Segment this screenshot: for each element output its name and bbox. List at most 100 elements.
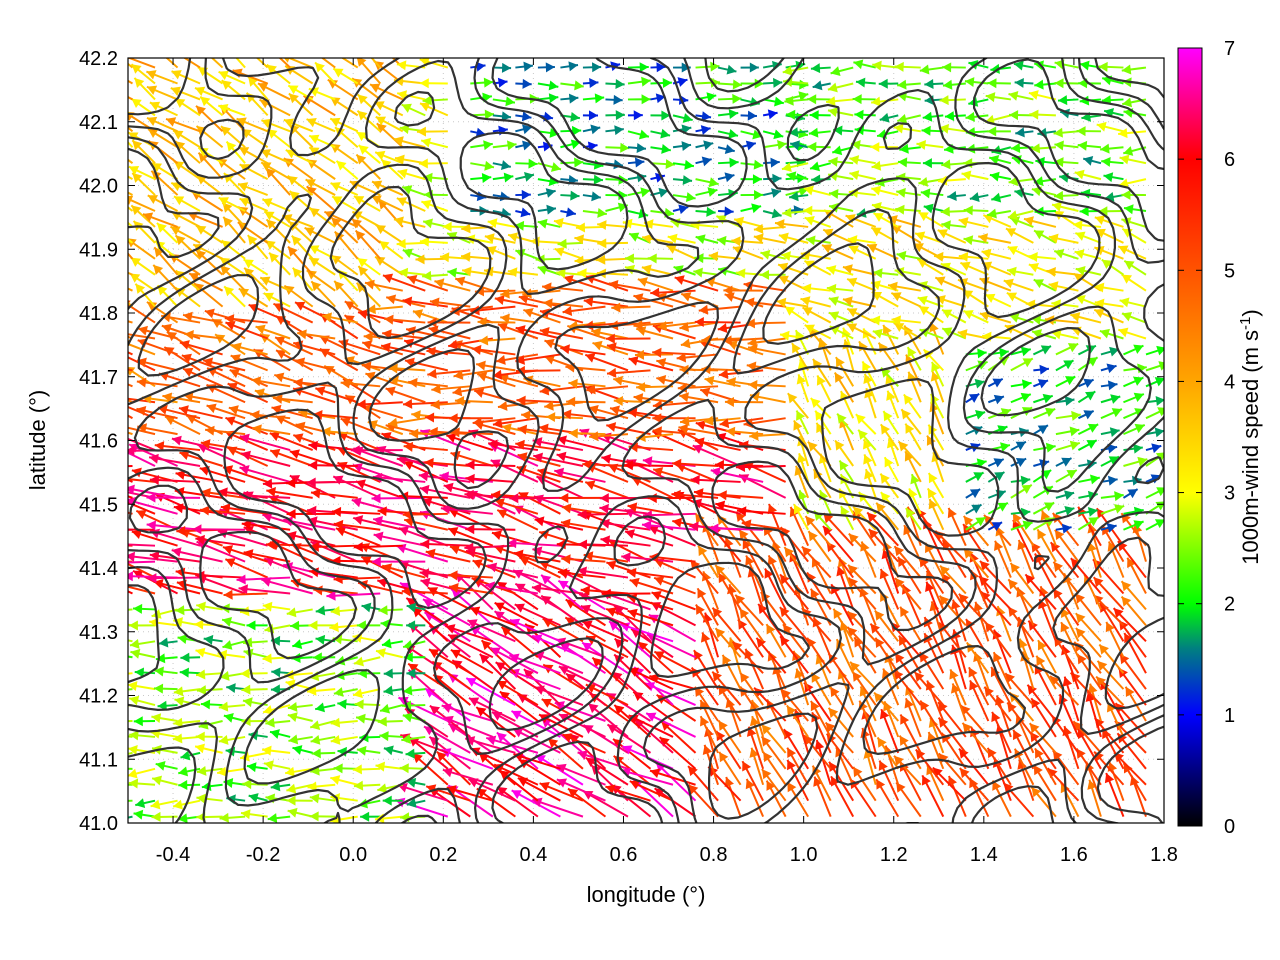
wind-vector bbox=[218, 701, 246, 712]
wind-vector bbox=[286, 795, 313, 806]
x-tick-label: 0.0 bbox=[339, 844, 367, 866]
wind-vector bbox=[760, 723, 787, 754]
wind-vector bbox=[496, 731, 539, 770]
wind-vector bbox=[411, 606, 449, 643]
wind-vector bbox=[564, 616, 606, 643]
wind-vector bbox=[649, 673, 696, 691]
wind-vector bbox=[133, 809, 156, 820]
colorbar-tick-label: 6 bbox=[1224, 149, 1235, 171]
wind-vector bbox=[731, 640, 764, 674]
wind-vector bbox=[412, 752, 449, 786]
wind-vector bbox=[585, 756, 629, 786]
wind-vector bbox=[128, 695, 156, 707]
wind-vector bbox=[874, 609, 900, 642]
wind-vector bbox=[875, 778, 900, 818]
wind-vector bbox=[1098, 643, 1125, 674]
wind-vector bbox=[315, 605, 336, 616]
wind-vector bbox=[645, 712, 696, 738]
wind-vector bbox=[194, 743, 223, 754]
wind-vector bbox=[991, 780, 1012, 818]
wind-vector bbox=[591, 656, 629, 690]
wind-vector bbox=[919, 700, 945, 738]
colorbar-label-close: ) bbox=[1238, 309, 1263, 316]
wind-vector bbox=[475, 706, 516, 738]
x-tick-label: 1.8 bbox=[1150, 844, 1178, 866]
wind-vector bbox=[696, 587, 719, 626]
wind-vector bbox=[287, 712, 313, 722]
wind-vector bbox=[128, 544, 133, 547]
x-tick-label: 0.6 bbox=[610, 844, 638, 866]
wind-vector bbox=[899, 606, 922, 642]
wind-vector bbox=[1116, 732, 1147, 770]
wind-vector bbox=[950, 683, 967, 722]
wind-vector bbox=[904, 697, 922, 738]
wind-vector bbox=[605, 784, 651, 802]
wind-vector bbox=[219, 812, 246, 823]
wind-vector bbox=[130, 648, 156, 659]
wind-vector bbox=[286, 783, 313, 794]
wind-vector bbox=[940, 732, 967, 770]
wind-vector bbox=[587, 702, 629, 738]
wind-vector bbox=[292, 745, 313, 755]
wind-vector bbox=[203, 634, 223, 645]
wind-vector bbox=[1034, 747, 1057, 786]
wind-vector bbox=[135, 798, 156, 809]
wind-vector bbox=[717, 572, 742, 610]
wind-vector bbox=[937, 701, 967, 738]
wind-vector bbox=[217, 766, 246, 777]
wind-vector bbox=[436, 750, 472, 786]
wind-vector bbox=[174, 696, 201, 707]
wind-vector bbox=[567, 787, 607, 818]
wind-vector bbox=[627, 608, 674, 627]
wind-vector bbox=[309, 811, 336, 822]
wind-vector bbox=[265, 717, 291, 728]
wind-vector bbox=[1123, 632, 1147, 674]
wind-vector bbox=[180, 750, 201, 761]
wind-vector bbox=[986, 747, 1012, 786]
wind-vector bbox=[314, 702, 336, 713]
wind-vector bbox=[128, 778, 156, 789]
wind-vector bbox=[406, 602, 426, 613]
wind-vector bbox=[246, 762, 268, 773]
wind-vector bbox=[786, 747, 810, 786]
wind-vector bbox=[873, 691, 900, 722]
wind-vector bbox=[973, 601, 990, 642]
wind-vector bbox=[532, 797, 584, 818]
wind-vector bbox=[180, 652, 201, 663]
wind-vector bbox=[383, 668, 403, 679]
wind-vector bbox=[128, 414, 133, 420]
wind-vector bbox=[511, 710, 561, 738]
wind-vector bbox=[658, 736, 697, 770]
wind-vector bbox=[611, 671, 652, 706]
wind-vector bbox=[128, 620, 156, 631]
wind-vector bbox=[749, 747, 765, 786]
wind-vector bbox=[292, 639, 313, 650]
wind-vector bbox=[969, 679, 990, 722]
wind-vector bbox=[151, 713, 178, 724]
wind-vector bbox=[1030, 697, 1057, 738]
wind-vector bbox=[514, 603, 561, 627]
wind-vector bbox=[695, 604, 719, 642]
y-tick-label: 41.5 bbox=[79, 494, 118, 516]
wind-vector bbox=[128, 767, 156, 779]
y-tick-label: 41.3 bbox=[79, 622, 118, 644]
wind-vector bbox=[653, 650, 697, 675]
wind-vector bbox=[649, 768, 696, 786]
wind-vector bbox=[1075, 627, 1102, 658]
wind-vector bbox=[499, 690, 539, 722]
wind-vector bbox=[132, 603, 156, 614]
wind-vector bbox=[556, 778, 606, 802]
wind-vector bbox=[326, 590, 381, 601]
wind-vector bbox=[378, 605, 403, 616]
wind-vector bbox=[330, 606, 358, 617]
wind-vector bbox=[829, 686, 855, 722]
wind-vector bbox=[383, 745, 404, 756]
wind-vector bbox=[155, 761, 178, 771]
y-tick-label: 41.6 bbox=[79, 431, 118, 453]
wind-vector bbox=[352, 764, 381, 775]
wind-vector bbox=[441, 703, 494, 722]
wind-vector bbox=[286, 607, 313, 618]
wind-vector bbox=[925, 581, 945, 626]
wind-vector bbox=[739, 671, 764, 706]
